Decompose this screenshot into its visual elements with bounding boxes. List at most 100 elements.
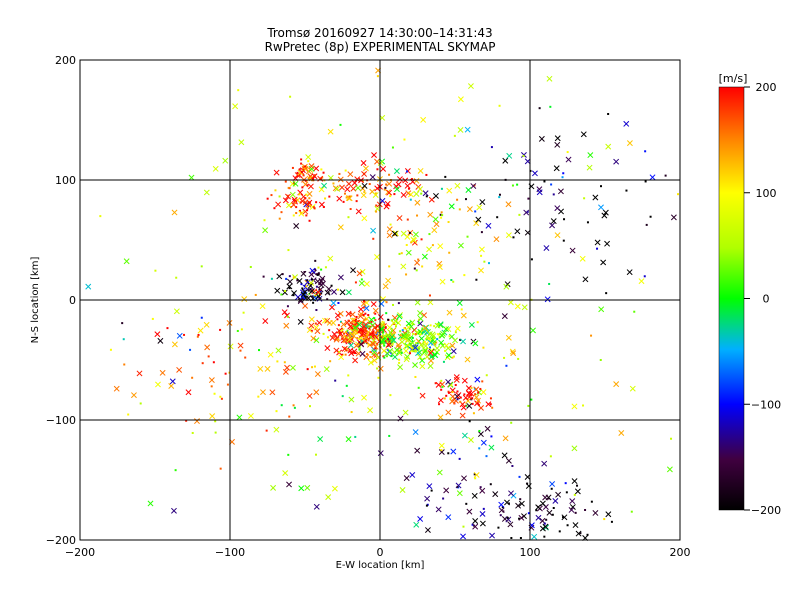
data-point-dot [270, 194, 273, 197]
data-point-cross [334, 185, 341, 192]
data-point-dot [349, 312, 352, 315]
data-point-dot [315, 201, 318, 204]
data-point-dot [374, 347, 377, 350]
data-point-dot [485, 455, 488, 458]
data-point-dot [416, 214, 419, 217]
data-point-cross [524, 474, 531, 480]
data-point-dot [207, 355, 210, 358]
data-point-cross [524, 158, 531, 165]
data-point-cross [479, 487, 486, 494]
data-point-dot [450, 279, 453, 282]
data-point-dot [293, 182, 296, 185]
data-point-dot [347, 216, 350, 219]
data-point-cross [468, 321, 475, 328]
data-point-cross [449, 342, 456, 349]
data-point-dot [214, 420, 217, 423]
data-point-dot [296, 279, 299, 282]
data-point-dot [343, 192, 346, 195]
data-point-cross [306, 327, 313, 334]
data-point-cross [208, 377, 215, 384]
data-point-cross [292, 180, 299, 187]
data-point-dot [285, 277, 288, 280]
data-point-dot [497, 526, 500, 529]
data-point-cross [168, 383, 175, 389]
data-point-dot [336, 318, 339, 321]
data-point-cross [400, 192, 407, 198]
data-point-cross [536, 189, 543, 196]
data-point-cross [456, 300, 463, 306]
data-point-dot [301, 287, 304, 290]
data-point-cross [293, 223, 300, 229]
data-point-dot [391, 342, 394, 345]
data-point-dot [398, 358, 401, 361]
data-point-dot [320, 168, 323, 171]
data-point-dot [562, 516, 565, 519]
data-point-dot [317, 273, 320, 276]
data-point-dot [409, 198, 412, 201]
data-point-cross [274, 287, 281, 294]
data-point-cross [434, 345, 441, 352]
data-point-cross [356, 321, 363, 328]
data-point-cross [299, 198, 306, 205]
data-point-dot [374, 192, 377, 195]
data-point-dot [479, 387, 482, 390]
data-point-dot [345, 336, 348, 339]
data-point-cross [501, 313, 508, 320]
data-point-cross [427, 299, 434, 306]
data-point-dot [288, 275, 291, 278]
data-point-dot [449, 397, 452, 400]
data-point-cross [403, 475, 410, 482]
data-point-dot [121, 322, 124, 325]
data-point-cross [257, 365, 264, 372]
data-point-cross [318, 201, 325, 208]
data-point-cross [307, 183, 314, 190]
data-point-dot [454, 331, 457, 334]
data-point-cross [289, 191, 296, 198]
data-point-dot [369, 335, 372, 338]
data-point-cross [433, 221, 440, 228]
data-point-cross [308, 163, 315, 170]
data-point-cross [380, 296, 387, 303]
data-point-cross [329, 334, 336, 341]
data-point-dot [338, 332, 341, 335]
data-point-cross [397, 312, 404, 318]
data-point-cross [147, 500, 154, 507]
data-point-dot [304, 197, 307, 200]
data-point-cross [466, 206, 473, 213]
data-point-dot [400, 351, 403, 354]
data-point-dot [301, 186, 304, 189]
data-point-cross [358, 280, 365, 287]
data-point-cross [413, 177, 420, 184]
data-point-cross [476, 204, 483, 211]
data-point-dot [201, 362, 204, 365]
data-point-cross [602, 209, 609, 216]
data-point-dot [258, 349, 261, 352]
data-point-cross [300, 291, 307, 298]
data-point-cross [319, 275, 326, 282]
data-point-dot [456, 396, 459, 399]
data-point-dot [516, 183, 519, 186]
data-point-dot [438, 403, 441, 406]
data-point-dot [456, 390, 459, 393]
colorbar-tick-label: −100 [751, 398, 781, 411]
data-point-dot [377, 376, 380, 379]
data-point-dot [284, 180, 287, 183]
data-point-dot [442, 497, 445, 500]
data-point-dot [185, 419, 188, 422]
x-tick-label: 0 [377, 546, 384, 559]
data-point-dot [385, 301, 388, 304]
data-point-dot [317, 266, 320, 269]
data-point-cross [438, 449, 445, 456]
data-point-dot [391, 343, 394, 346]
data-point-cross [470, 183, 477, 190]
data-point-cross [306, 393, 313, 399]
data-point-cross [380, 165, 387, 172]
chart-title-line2: RwPretec (8p) EXPERIMENTAL SKYMAP [265, 40, 496, 54]
data-point-dot [307, 160, 310, 163]
data-point-dot [387, 318, 390, 321]
data-point-cross [136, 370, 143, 377]
data-point-cross [426, 483, 433, 490]
data-point-dot [376, 168, 379, 171]
data-point-cross [485, 401, 492, 408]
data-point-cross [313, 503, 320, 510]
